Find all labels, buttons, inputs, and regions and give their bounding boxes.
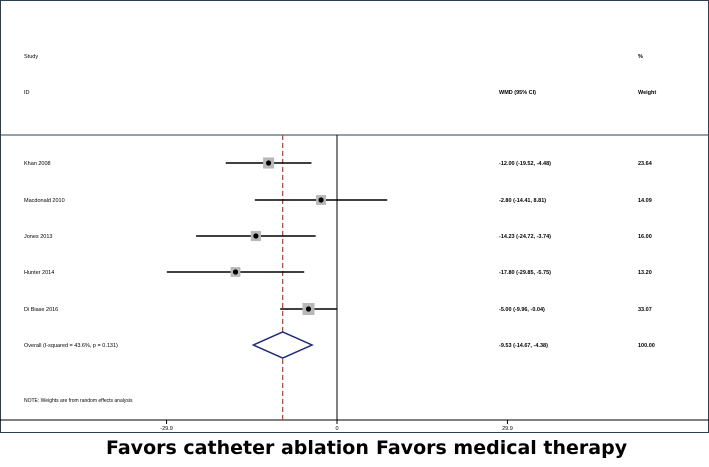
point-estimate [232, 269, 239, 275]
overall-label: Overall (I-squared = 43.6%, p = 0.131) [24, 343, 118, 349]
weight-heading: Weight [638, 90, 656, 96]
point-estimate [266, 160, 272, 166]
weight-value: 33.07 [638, 307, 652, 313]
point-estimate [318, 197, 324, 203]
estimate-ci-text: -12.00 (-19.52, -4.48) [499, 161, 551, 167]
plot-border [0, 0, 709, 433]
weight-value: 23.64 [638, 161, 653, 167]
study-label: Hunter 2014 [24, 270, 54, 276]
footnote: NOTE: Weights are from random effects an… [24, 398, 133, 404]
estimate-heading: WMD (95% CI) [499, 90, 536, 96]
weight-value: 16.00 [638, 234, 652, 240]
x-tick-label: -29.9 [160, 426, 173, 432]
study-label: Di Biase 2016 [24, 307, 58, 313]
weight-heading-top: % [638, 54, 643, 60]
id-heading: ID [24, 90, 30, 96]
overall-weight-value: 100.00 [638, 343, 655, 349]
overall-estimate-ci-text: -9.53 (-14.67, -4.38) [499, 343, 548, 349]
study-label: Macdonald 2010 [24, 198, 65, 204]
weight-value: 13.20 [638, 270, 652, 276]
weight-value: 14.09 [638, 198, 652, 204]
study-label: Khan 2008 [24, 161, 51, 167]
study-heading: Study [24, 54, 38, 60]
chart-layer: Khan 2008 -12.00 (-19.52, -4.48) 23.64 Macd… [24, 135, 655, 432]
x-tick-label: 29.9 [502, 426, 513, 432]
caption-favors-ablation: Favors catheter ablation [106, 437, 369, 459]
overall-diamond [251, 331, 314, 359]
estimate-ci-text: -2.80 (-14.41, 8.81) [499, 198, 546, 204]
point-estimate [305, 306, 312, 312]
estimate-ci-text: -5.00 (-9.96, -0.04) [499, 307, 545, 313]
estimate-ci-text: -14.23 (-24.72, -3.74) [499, 234, 551, 240]
caption-favors-medical: Favors medical therapy [376, 437, 628, 459]
study-label: Jones 2013 [24, 234, 52, 240]
point-estimate [253, 233, 259, 239]
estimate-ci-text: -17.80 (-29.85, -5.75) [499, 270, 551, 276]
x-tick-label: 0 [335, 426, 338, 432]
